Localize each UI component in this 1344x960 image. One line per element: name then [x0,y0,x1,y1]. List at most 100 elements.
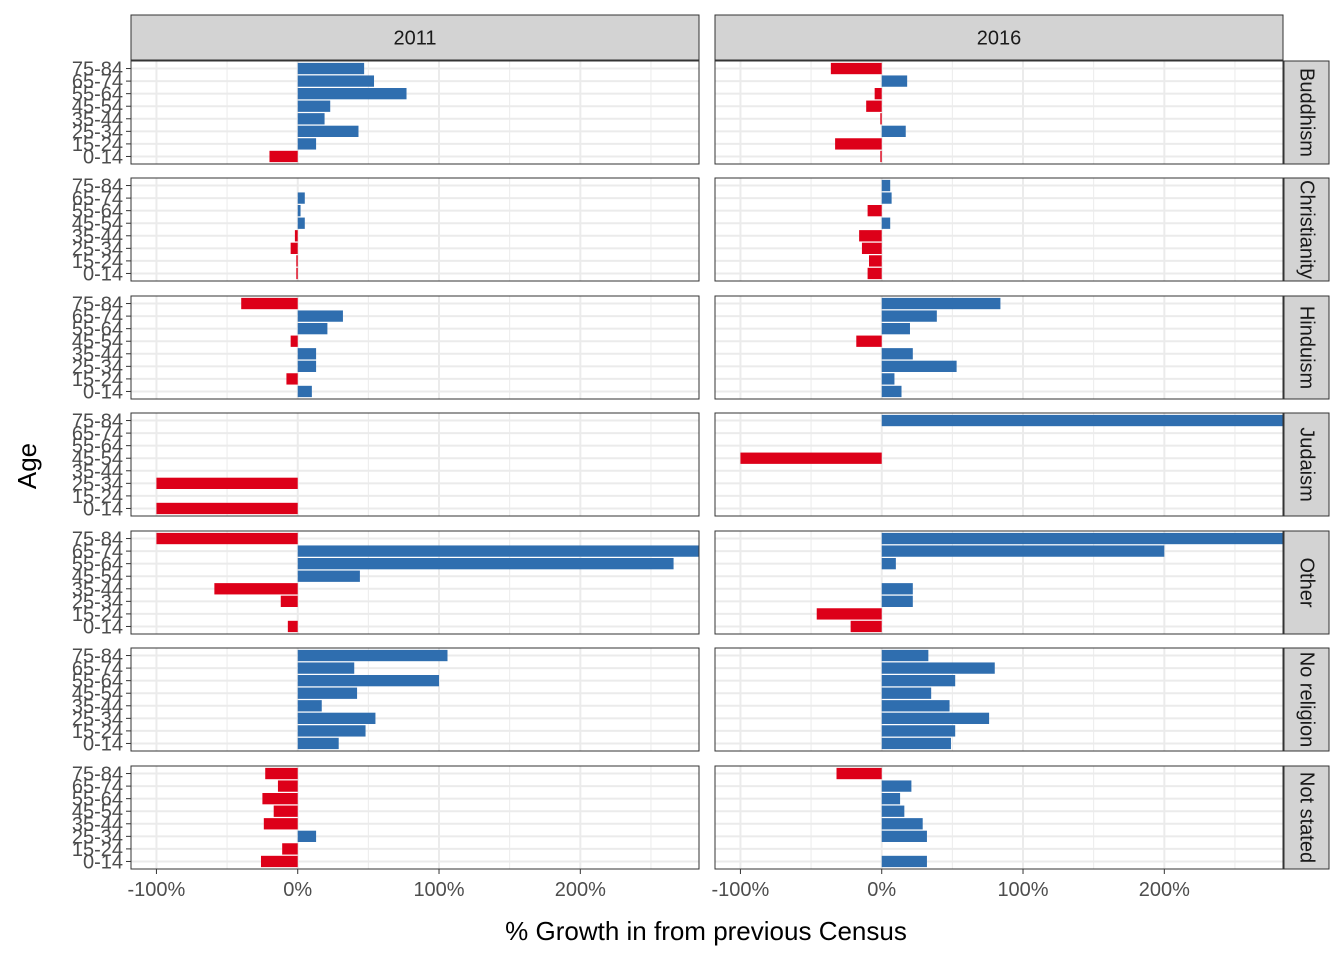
y-tick-label: 75-84 [72,294,123,316]
y-tick-label: 75-84 [72,764,123,786]
y-tick-label: 45-54 [72,683,123,705]
y-tick-label: 55-64 [72,554,123,576]
bar [880,113,882,125]
bar [856,335,882,347]
facet-panels: 2011 20160-1415-2425-3435-4445-5455-6465-… [72,14,1330,901]
bar [867,267,882,280]
panel-border [714,765,1284,870]
bar [816,608,882,620]
bar [297,712,376,724]
bar [881,179,891,192]
bar [297,62,365,75]
bar [881,855,927,868]
y-tick-label: 0-14 [83,733,123,755]
y-tick-label: 35-44 [72,226,123,248]
bar [297,687,358,699]
bar [881,687,932,699]
y-tick-label: 65-74 [72,306,123,328]
bar [297,558,674,570]
y-tick-label: 0-14 [83,263,123,285]
bar [881,725,956,737]
bar [881,558,896,570]
y-tick-label: 65-74 [72,776,123,798]
panel-other-2011 [131,531,699,634]
bar [881,712,990,724]
bar [297,75,375,87]
bar [297,100,331,112]
y-tick-label: 75-84 [72,176,123,198]
panel-background [131,413,699,516]
panel-border [130,647,700,752]
panel-background [715,178,1283,281]
y-tick-label: 15-24 [72,369,123,391]
bar [881,675,956,687]
bar [867,205,882,217]
bar [269,150,298,163]
row-strip [1283,60,1330,165]
bar [881,385,902,398]
y-tick-label: 35-44 [72,814,123,836]
y-tick-label: 15-24 [72,604,123,626]
y-tick-label: 55-64 [72,436,123,458]
bar [290,242,298,254]
y-tick-label: 45-54 [72,213,123,235]
bar [881,297,1001,310]
bar [881,805,905,817]
y-tick-label: 35-44 [72,696,123,718]
y-tick-label: 25-34 [72,591,123,613]
y-tick-label: 75-84 [72,411,123,433]
bar [294,230,298,242]
panel-judaism-2016 [715,413,1283,516]
y-tick-label: 15-24 [72,251,123,273]
panel-background [131,648,699,751]
x-tick-label: 100% [413,879,464,901]
bar [880,150,882,163]
bar [296,267,298,280]
bar [297,217,305,229]
bar [297,113,325,125]
row-strip [1283,647,1330,752]
panel-border [130,765,700,870]
y-tick-label: 0-14 [83,381,123,403]
y-tick-label: 25-34 [72,121,123,143]
panel-border [714,295,1284,400]
bar [156,502,298,515]
panel-border [714,412,1284,517]
row-strip-label: Judaism [1296,427,1318,501]
row-strip-label: No religion [1296,652,1318,748]
y-tick-label: 45-54 [72,801,123,823]
y-tick-label: 45-54 [72,566,123,588]
y-tick-label: 75-84 [72,59,123,81]
y-tick-label: 55-64 [72,319,123,341]
bar [881,793,901,805]
row-strip-label: Hinduism [1296,306,1318,389]
y-tick-label: 65-74 [72,541,123,563]
row-strip [1283,530,1330,635]
bar [869,255,882,267]
bar [881,780,912,792]
panel-border [714,530,1284,635]
bar [282,843,298,855]
bar [297,385,312,398]
bar [297,675,440,687]
bar [297,700,322,712]
bar [297,360,317,372]
column-strip-label: 2011 [393,28,436,50]
y-tick-label: 25-34 [72,708,123,730]
bar [286,373,298,385]
x-tick-label: -100% [712,879,770,901]
bar [881,649,929,662]
y-tick-label: 15-24 [72,134,123,156]
panel-border [714,177,1284,282]
y-tick-label: 25-34 [72,356,123,378]
bar [874,88,882,100]
y-tick-label: 0-14 [83,146,123,168]
x-tick-label: 200% [1139,879,1190,901]
y-tick-label: 35-44 [72,344,123,366]
bar [296,255,298,267]
panel-background [715,648,1283,751]
bar [881,583,913,595]
bar [881,532,1283,545]
bar [297,138,317,150]
